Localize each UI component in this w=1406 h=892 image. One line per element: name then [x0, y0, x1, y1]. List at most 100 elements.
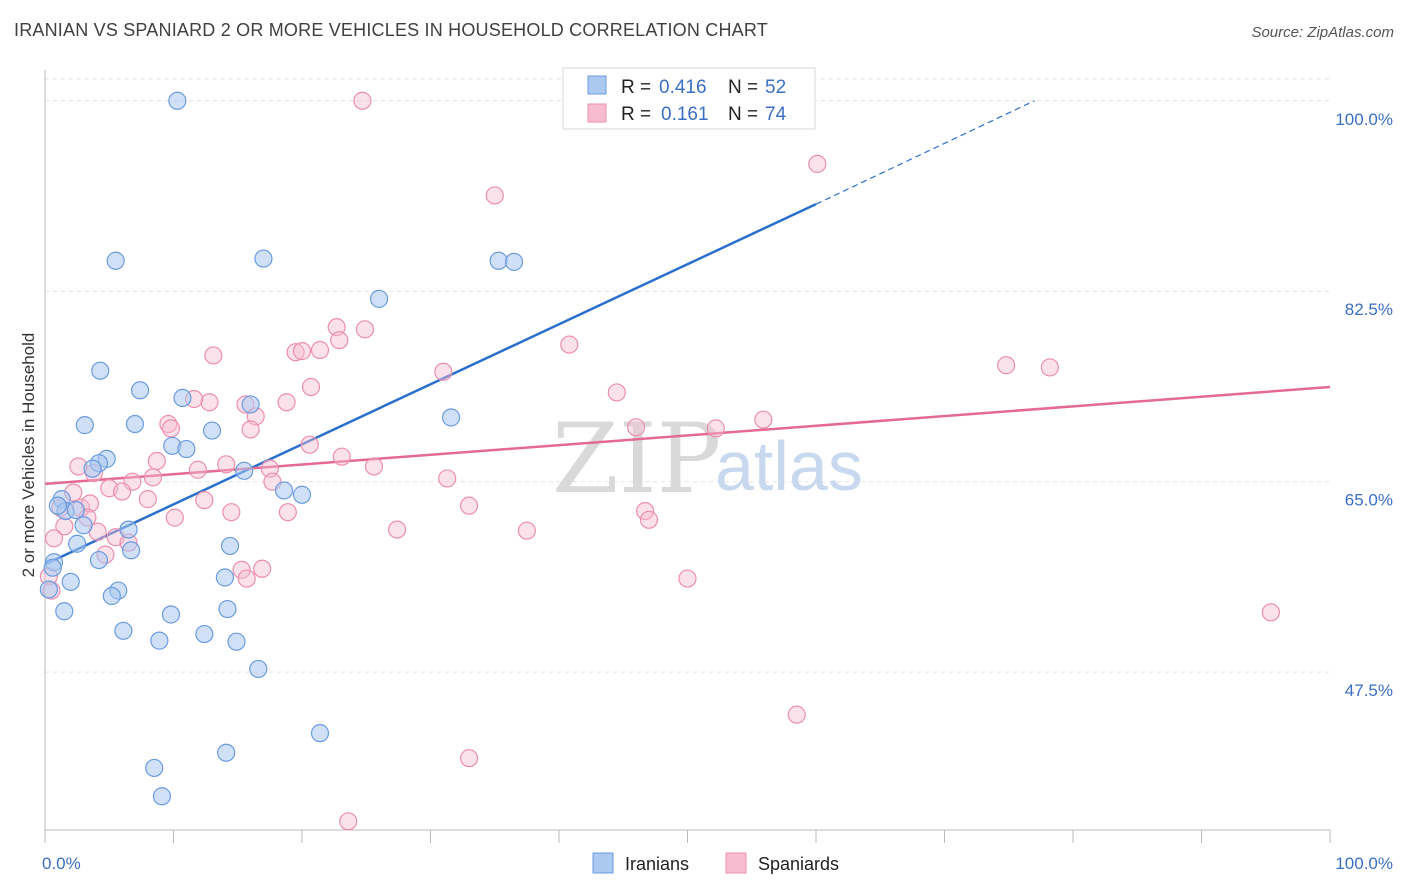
iranians-point: [83, 459, 102, 478]
spaniards-trend-line: [44, 385, 1331, 486]
series-legend-swatch-iranians: [592, 852, 614, 874]
spaniards-point: [1040, 358, 1059, 377]
iranians-point: [441, 408, 461, 427]
spaniards-point: [607, 383, 626, 402]
y-tick-labels: 47.5% 65.0% 82.5% 100.0%: [1335, 110, 1393, 700]
spaniards-point: [300, 435, 319, 454]
spaniards-point: [147, 451, 166, 471]
y-tick-label-1: 65.0%: [1345, 491, 1393, 510]
spaniards-point: [330, 331, 349, 350]
spaniards-point: [237, 569, 256, 588]
source-credit: Source: ZipAtlas.com: [1251, 24, 1394, 41]
iranians-point: [75, 416, 94, 435]
spaniards-point: [143, 468, 163, 487]
iranians-point: [145, 758, 164, 778]
iranians-point: [125, 414, 145, 434]
spaniards-point: [310, 340, 330, 360]
iranians-point: [89, 550, 109, 570]
spaniards-point: [292, 342, 312, 361]
iranians-point: [241, 395, 260, 414]
spaniards-point: [706, 419, 725, 438]
spaniards-point: [165, 508, 184, 527]
spaniards-point: [517, 521, 536, 540]
spaniards-point: [188, 460, 208, 479]
iranians-point: [161, 605, 181, 624]
spaniards-point: [301, 377, 321, 397]
legend-r-spaniards: 0.161: [661, 104, 709, 125]
iranians-point: [504, 252, 524, 271]
spaniards-point: [217, 455, 236, 474]
iranians-point: [220, 536, 240, 556]
spaniards-point: [138, 490, 157, 509]
spaniards-point: [459, 749, 479, 768]
y-tick-label-3: 100.0%: [1335, 110, 1393, 129]
x-tick-label-1: 100.0%: [1335, 854, 1393, 873]
spaniards-point: [678, 569, 697, 588]
iranians-point: [168, 91, 187, 110]
iranians-point: [48, 496, 67, 515]
spaniards-point: [204, 346, 223, 365]
spaniards-point: [232, 560, 251, 579]
spaniards-point: [355, 320, 375, 339]
x-tick-label-0: 0.0%: [42, 854, 81, 873]
iranians-point: [254, 249, 273, 268]
iranians-point: [39, 580, 58, 599]
spaniards-point: [787, 705, 806, 724]
series-legend-iranians: Iranians: [625, 854, 689, 874]
legend-r-label-spaniards: R =: [621, 104, 651, 125]
spaniards-point: [222, 503, 241, 522]
iranians-point: [66, 500, 85, 520]
iranians-trend-line: [44, 203, 817, 566]
iranians-point: [489, 251, 508, 270]
legend-swatch-iranians: [587, 75, 607, 95]
series-legend-spaniards: Spaniards: [758, 854, 839, 874]
iranians-point: [202, 421, 222, 440]
watermark: ZIP atlas: [552, 403, 863, 515]
iranians-point: [119, 520, 138, 539]
spaniards-point: [560, 335, 579, 354]
spaniards-point: [286, 343, 305, 362]
spaniards-point: [438, 469, 457, 488]
legend-r-label-iranians: R =: [621, 77, 651, 98]
iranians-point: [235, 461, 254, 480]
iranians-point: [274, 481, 294, 500]
series-legend-swatch-spaniards: [725, 852, 747, 874]
legend: R = 0.416 N = 52 R = 0.161 N = 74: [562, 67, 816, 130]
spaniards-point: [434, 362, 453, 381]
iranians-point: [195, 624, 214, 644]
iranians-point: [91, 361, 110, 380]
iranians-point: [218, 599, 237, 619]
iranians-point: [370, 289, 389, 308]
spaniards-point: [364, 457, 384, 476]
spaniards-point: [339, 812, 358, 831]
iranians-point: [114, 621, 133, 640]
iranians-point: [43, 558, 62, 577]
iranians-point: [215, 568, 234, 587]
trend-lines: [44, 100, 1331, 566]
legend-swatch-spaniards: [587, 103, 607, 123]
spaniards-point: [200, 393, 219, 412]
spaniards-point: [997, 356, 1016, 375]
spaniards-point: [112, 482, 132, 501]
legend-n-label-iranians: N =: [728, 77, 758, 98]
iranians-trend-extension: [815, 100, 1035, 205]
legend-n-spaniards: 74: [765, 104, 787, 125]
iranians-point: [74, 516, 93, 535]
iranians-point: [227, 632, 246, 651]
iranians-point: [249, 659, 268, 679]
watermark-zip: ZIP: [552, 403, 721, 515]
spaniards-point: [277, 393, 296, 412]
iranians-points: [39, 91, 727, 806]
y-tick-label-0: 47.5%: [1345, 681, 1393, 700]
spaniards-point: [278, 503, 297, 522]
legend-n-iranians: 52: [765, 77, 786, 98]
legend-n-label-spaniards: N =: [728, 104, 758, 125]
spaniards-point: [161, 419, 181, 438]
iranians-point: [310, 724, 330, 743]
iranians-point: [150, 631, 169, 650]
y-axis-label: 2 or more Vehicles in Household: [19, 333, 38, 578]
series-legend: Iranians Spaniards: [592, 852, 839, 874]
spaniards-point: [639, 510, 659, 529]
spaniards-point: [485, 186, 504, 205]
spaniards-point: [459, 496, 479, 515]
